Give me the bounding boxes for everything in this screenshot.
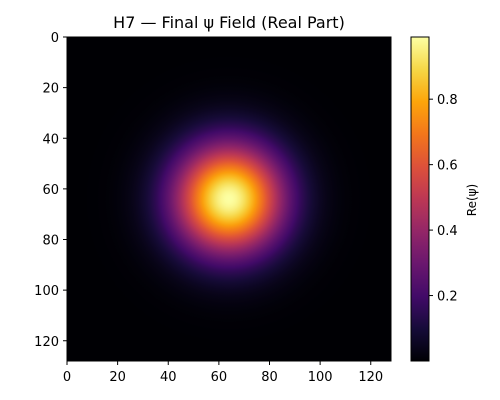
colorbar-ticks: 0.2 0.4 0.6 0.8 <box>429 93 458 305</box>
colorbar-frame <box>410 36 430 362</box>
x-tick-label: 20 <box>109 370 126 385</box>
colorbar-tick-label: 0.6 <box>437 159 458 174</box>
y-tick-label: 0 <box>51 31 59 46</box>
x-tick-label: 60 <box>211 370 228 385</box>
x-tick-label: 0 <box>63 370 71 385</box>
y-tick-label: 40 <box>42 132 59 147</box>
x-axis: 0 20 40 60 80 100 120 <box>63 361 383 385</box>
colorbar-tick-label: 0.2 <box>437 290 458 305</box>
x-tick-label: 100 <box>308 370 333 385</box>
colorbar-tick-label: 0.8 <box>437 93 458 108</box>
chart-title: H7 — Final ψ Field (Real Part) <box>113 13 345 32</box>
colorbar: 0.2 0.4 0.6 0.8 Re(ψ) <box>410 36 479 362</box>
plot-area <box>66 36 392 362</box>
x-tick-label: 40 <box>160 370 177 385</box>
y-axis: 0 20 40 60 80 100 120 <box>34 31 67 350</box>
x-tick-label: 120 <box>358 370 383 385</box>
y-tick-label: 60 <box>42 183 59 198</box>
y-tick-label: 80 <box>42 234 59 249</box>
plot-frame <box>66 36 392 362</box>
colorbar-label: Re(ψ) <box>465 184 479 216</box>
colorbar-fill <box>411 37 429 361</box>
y-tick-label: 100 <box>34 284 59 299</box>
y-tick-label: 120 <box>34 335 59 350</box>
colorbar-tick-label: 0.4 <box>437 224 458 239</box>
heatmap-field <box>67 37 391 361</box>
y-tick-label: 20 <box>42 82 59 97</box>
x-tick-label: 80 <box>261 370 278 385</box>
